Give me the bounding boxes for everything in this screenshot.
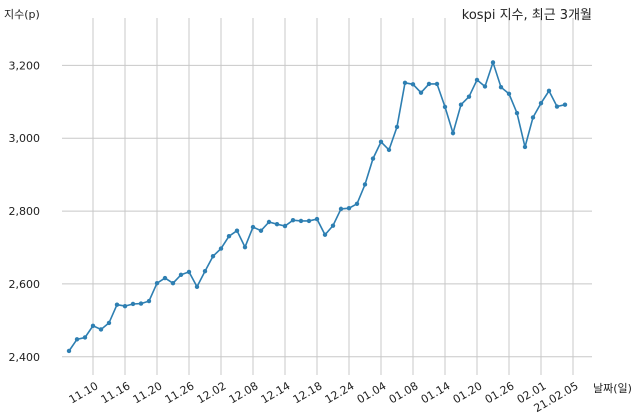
data-point (186, 269, 192, 275)
data-point (498, 85, 504, 90)
data-point (250, 224, 256, 230)
data-point (434, 81, 440, 87)
x-tick-label: 01.20 (451, 379, 485, 406)
data-point (442, 104, 448, 110)
data-point (234, 228, 240, 233)
data-point (202, 268, 208, 274)
y-tick-label: 2,400 (9, 351, 41, 364)
data-point (362, 182, 368, 187)
data-point (314, 216, 320, 222)
data-point (458, 102, 464, 107)
y-tick-label: 2,600 (9, 278, 41, 291)
data-point (282, 223, 288, 229)
data-point (530, 115, 536, 120)
data-point (386, 147, 392, 153)
x-tick-label: 11.20 (131, 379, 165, 406)
data-point (538, 101, 544, 106)
data-point (82, 335, 88, 340)
data-point (522, 144, 528, 150)
data-point (298, 218, 304, 224)
data-point (106, 320, 112, 326)
y-tick-label: 3,000 (9, 132, 41, 145)
data-point (226, 234, 232, 239)
x-axis-label: 날짜(일) (593, 381, 632, 395)
x-tick-label: 12.02 (195, 379, 229, 406)
data-point (98, 327, 104, 332)
data-point (154, 281, 160, 286)
data-point (506, 91, 512, 96)
data-point (322, 232, 328, 237)
data-point (66, 348, 72, 354)
data-point (266, 219, 272, 225)
data-point (338, 206, 344, 212)
data-point (546, 88, 552, 94)
x-tick-label: 11.10 (67, 379, 101, 406)
x-tick-label: 12.14 (259, 379, 293, 406)
y-axis-label: 지수(p) (4, 8, 40, 21)
data-point (306, 218, 312, 224)
data-point (290, 217, 296, 223)
x-tick-label: 01.04 (355, 379, 389, 406)
data-point (138, 301, 144, 306)
x-tick-label: 01.08 (387, 379, 421, 406)
x-tick-label: 12.24 (323, 379, 357, 406)
data-point (210, 254, 216, 259)
x-tick-label: 01.14 (419, 379, 453, 406)
data-point (354, 201, 360, 206)
data-point (194, 284, 200, 290)
grid (62, 18, 592, 375)
data-point (554, 104, 560, 109)
data-point (346, 205, 352, 211)
x-tick-label: 12.08 (227, 379, 261, 406)
y-tick-label: 3,200 (9, 59, 41, 72)
data-point (394, 124, 400, 130)
data-point (410, 82, 416, 87)
data-point (90, 323, 96, 329)
data-point (466, 94, 472, 99)
data-point (162, 275, 168, 281)
data-point (74, 337, 80, 342)
y-tick-label: 2,800 (9, 205, 41, 218)
data-point (274, 221, 280, 227)
data-point (146, 298, 152, 304)
data-point (330, 223, 336, 228)
data-point (178, 272, 184, 278)
data-point (402, 80, 408, 86)
data-point (562, 102, 568, 107)
data-point (370, 156, 376, 161)
chart-title: kospi 지수, 최근 3개월 (462, 8, 592, 23)
data-point (122, 303, 128, 309)
data-point (130, 301, 136, 307)
data-point (170, 281, 176, 286)
data-point (482, 84, 488, 89)
data-point (114, 302, 120, 307)
data-point (450, 130, 456, 136)
data-point (426, 81, 432, 87)
y-axis-ticks: 2,400 2,600 2,800 3,000 3,200 (9, 59, 41, 363)
x-tick-label: 12.18 (291, 379, 325, 406)
data-point (258, 228, 264, 233)
data-point (218, 246, 224, 251)
x-tick-label: 01.26 (483, 379, 517, 406)
series-kospi (66, 59, 568, 354)
data-point (514, 110, 520, 116)
data-point (490, 60, 496, 65)
x-tick-label: 11.26 (163, 379, 197, 406)
data-point (474, 77, 480, 83)
data-point (378, 139, 384, 145)
data-point (242, 244, 248, 250)
x-tick-label: 11.16 (99, 379, 133, 406)
data-point (418, 90, 424, 95)
x-axis-ticks: 11.1011.1611.2011.2612.0212.0812.1412.18… (67, 379, 581, 415)
